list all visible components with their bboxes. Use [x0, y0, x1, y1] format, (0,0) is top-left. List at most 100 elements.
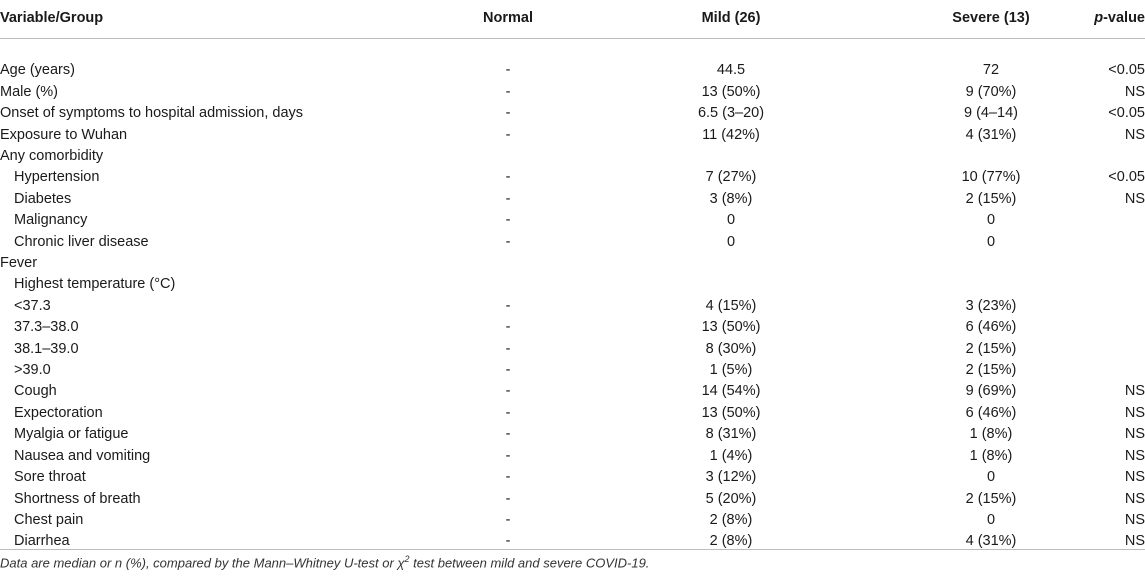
- cell-severe: 6 (46%): [965, 404, 1017, 421]
- row-label: Nausea and vomiting: [14, 447, 151, 464]
- cell-mild: 3 (8%): [709, 190, 753, 207]
- table-row: Male (%) - 13 (50%) 9 (70%) NS: [0, 82, 1145, 103]
- table-row: 38.1–39.0 - 8 (30%) 2 (15%): [0, 339, 1145, 360]
- cell-pvalue: [1066, 296, 1145, 317]
- table-row: Sore throat - 3 (12%) 0 NS: [0, 467, 1145, 488]
- table-footnote: Data are median or n (%), compared by th…: [0, 554, 649, 570]
- cell-severe: [916, 274, 1066, 295]
- cell-severe: 6 (46%): [965, 319, 1017, 336]
- header-pvalue: p-value: [1066, 0, 1145, 39]
- row-label: Male (%): [0, 83, 59, 100]
- cell-mild: 44.5: [716, 62, 746, 79]
- cell-normal: -: [505, 490, 511, 507]
- cell-severe: 0: [986, 212, 996, 229]
- cell-severe: 2 (15%): [965, 340, 1017, 357]
- row-label: 38.1–39.0: [14, 340, 79, 357]
- row-label: Age (years): [0, 62, 75, 79]
- cell-normal: -: [505, 62, 511, 79]
- row-label: Myalgia or fatigue: [14, 426, 129, 443]
- cell-normal: -: [505, 404, 511, 421]
- cell-mild: [546, 274, 916, 295]
- cell-severe: 2 (15%): [965, 362, 1017, 379]
- cell-normal: [470, 274, 546, 295]
- cell-mild: [546, 253, 916, 274]
- cell-severe: 9 (70%): [965, 83, 1017, 100]
- cell-pvalue: NS: [1124, 126, 1145, 143]
- table-row: Age (years) - 44.5 72 <0.05: [0, 60, 1145, 81]
- header-mild: Mild (26): [546, 0, 916, 39]
- row-label: Diabetes: [14, 190, 72, 207]
- table-row: Fever: [0, 253, 1145, 274]
- header-variable: Variable/Group: [0, 0, 470, 39]
- row-label: Fever: [0, 255, 38, 272]
- row-label: >39.0: [14, 362, 51, 379]
- cell-severe: 4 (31%): [965, 533, 1017, 550]
- row-label: Highest temperature (°C): [14, 276, 176, 293]
- cell-mild: 13 (50%): [701, 404, 761, 421]
- cell-pvalue: [1066, 210, 1145, 231]
- cell-normal: -: [505, 533, 511, 550]
- cell-pvalue: [1066, 317, 1145, 338]
- cell-pvalue: NS: [1124, 447, 1145, 464]
- cell-normal: -: [505, 190, 511, 207]
- table-row: Diarrhea - 2 (8%) 4 (31%) NS: [0, 531, 1145, 552]
- row-label: Diarrhea: [14, 533, 70, 550]
- cell-severe: 0: [986, 469, 996, 486]
- cell-severe: 72: [982, 62, 1000, 79]
- cell-pvalue: NS: [1124, 426, 1145, 443]
- cell-pvalue: [1066, 253, 1145, 274]
- data-table: Variable/Group Normal Mild (26) Severe (…: [0, 0, 1145, 552]
- cell-mild: [546, 146, 916, 167]
- cell-severe: 1 (8%): [969, 426, 1013, 443]
- cell-normal: -: [505, 469, 511, 486]
- cell-pvalue: <0.05: [1108, 62, 1145, 79]
- cell-mild: 14 (54%): [701, 383, 761, 400]
- cell-normal: -: [505, 297, 511, 314]
- cell-mild: 1 (4%): [709, 447, 753, 464]
- cell-mild: 7 (27%): [705, 169, 757, 186]
- footnote-chi: χ: [397, 555, 405, 571]
- table-row: >39.0 - 1 (5%) 2 (15%): [0, 360, 1145, 381]
- cell-severe: 9 (4–14): [963, 105, 1018, 122]
- cell-normal: [470, 253, 546, 274]
- header-pvalue-p: p: [1094, 10, 1104, 27]
- cell-pvalue: NS: [1124, 83, 1145, 100]
- cell-severe: [916, 146, 1066, 167]
- cell-mild: 5 (20%): [705, 490, 757, 507]
- footnote-sup: 2: [404, 554, 410, 564]
- table-row: Onset of symptoms to hospital admission,…: [0, 103, 1145, 124]
- cell-pvalue: NS: [1124, 383, 1145, 400]
- table-row: Any comorbidity: [0, 146, 1145, 167]
- cell-pvalue: NS: [1124, 190, 1145, 207]
- row-label: Onset of symptoms to hospital admission,…: [0, 105, 304, 122]
- table-row: Cough - 14 (54%) 9 (69%) NS: [0, 381, 1145, 402]
- row-label: Sore throat: [14, 469, 86, 486]
- row-label: <37.3: [14, 297, 51, 314]
- table-row: Malignancy - 0 0: [0, 210, 1145, 231]
- row-label: Chronic liver disease: [14, 233, 149, 250]
- row-label: Chest pain: [14, 511, 84, 528]
- cell-mild: 0: [726, 212, 736, 229]
- cell-pvalue: NS: [1124, 404, 1145, 421]
- row-label: 37.3–38.0: [14, 319, 79, 336]
- row-label: Cough: [14, 383, 57, 400]
- cell-severe: 2 (15%): [965, 190, 1017, 207]
- table-row: Chest pain - 2 (8%) 0 NS: [0, 510, 1145, 531]
- table-row: Myalgia or fatigue - 8 (31%) 1 (8%) NS: [0, 424, 1145, 445]
- cell-pvalue: [1066, 360, 1145, 381]
- cell-normal: -: [505, 212, 511, 229]
- cell-normal: [470, 146, 546, 167]
- table-row: Expectoration - 13 (50%) 6 (46%) NS: [0, 403, 1145, 424]
- header-severe: Severe (13): [916, 0, 1066, 39]
- table-row: Chronic liver disease - 0 0: [0, 232, 1145, 253]
- cell-severe: 0: [986, 233, 996, 250]
- cell-normal: -: [505, 83, 511, 100]
- cell-mild: 8 (30%): [705, 340, 757, 357]
- cell-normal: -: [505, 169, 511, 186]
- row-label: Exposure to Wuhan: [0, 126, 128, 143]
- cell-normal: -: [505, 233, 511, 250]
- cell-pvalue: [1066, 146, 1145, 167]
- cell-mild: 13 (50%): [701, 319, 761, 336]
- cell-normal: -: [505, 447, 511, 464]
